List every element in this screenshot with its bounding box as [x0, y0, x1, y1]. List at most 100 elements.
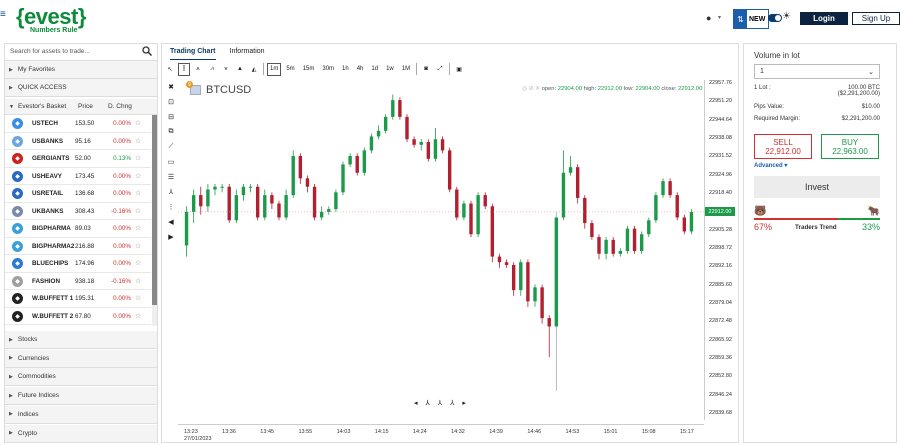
candle[interactable]	[504, 259, 509, 268]
asset-search-input[interactable]: Search for assets to trade...	[5, 44, 157, 61]
candle[interactable]	[547, 315, 551, 358]
star-icon[interactable]: ☆	[135, 207, 142, 215]
candle[interactable]	[639, 231, 644, 254]
timeframe-button[interactable]: 1w	[386, 66, 394, 72]
candle[interactable]	[255, 183, 260, 221]
buy-button[interactable]: BUY 22,963.00	[821, 134, 879, 159]
line-icon[interactable]: ⩛	[224, 65, 228, 72]
candle[interactable]	[647, 217, 651, 238]
search-icon[interactable]	[142, 46, 152, 56]
candle[interactable]	[561, 150, 566, 221]
time-axis[interactable]: 13:23 13:36 13:45 13:55 14:03 14:15 14:24 14:32…	[178, 424, 704, 442]
signup-button[interactable]: Sign Up	[852, 12, 900, 25]
basket-header[interactable]: ▼ Evestor's Basket Price D. Chng	[5, 99, 157, 115]
close-icon[interactable]: ✖	[168, 84, 174, 91]
fullscreen-icon[interactable]: ⤢	[437, 65, 443, 72]
section-currencies[interactable]: ▶ Currencies	[5, 349, 157, 368]
candle[interactable]	[483, 192, 487, 210]
star-icon[interactable]: ☆	[135, 172, 142, 180]
candle[interactable]	[604, 237, 608, 260]
candle[interactable]	[376, 125, 381, 140]
basket-row[interactable]: ◆ FASHION 938.18 -0.16% ☆	[5, 273, 151, 290]
arrow-right-icon[interactable]: ▶	[168, 234, 174, 241]
star-icon[interactable]: ☆	[135, 312, 142, 320]
star-icon[interactable]: ☆	[135, 155, 142, 162]
candle[interactable]	[391, 94, 395, 120]
star-icon[interactable]: ☆	[135, 225, 142, 232]
candle[interactable]	[462, 200, 466, 221]
arrow-left-icon[interactable]: ◀	[168, 219, 174, 226]
candle[interactable]	[412, 136, 416, 148]
candle[interactable]	[419, 139, 423, 151]
zoom-icon[interactable]: ⊡	[168, 99, 174, 106]
area-icon[interactable]: ▲	[237, 66, 243, 72]
basket-row[interactable]: ◆ USTECH 153.50 0.00% ☆	[5, 115, 151, 133]
basket-row[interactable]: ◆ W.BUFFETT 2 67.80 0.00% ☆	[5, 308, 151, 325]
candle[interactable]	[618, 248, 623, 257]
section-commodities[interactable]: ▶ Commodities	[5, 368, 157, 387]
hollow-candles-icon[interactable]: ⩘	[210, 65, 214, 72]
candle[interactable]	[213, 183, 217, 196]
invest-button[interactable]: Invest	[754, 176, 880, 198]
layers-icon[interactable]: ⧉	[168, 128, 174, 135]
candle[interactable]	[625, 225, 630, 254]
star-icon[interactable]: ☆	[135, 190, 142, 197]
candle[interactable]	[583, 195, 587, 229]
reset-icon[interactable]: ⅄	[437, 400, 443, 407]
basket-row[interactable]: ◆ BIGPHARMA2 216.88 0.00% ☆	[5, 238, 151, 255]
timeframe-button[interactable]: 30m	[322, 66, 335, 72]
fib-icon[interactable]: ⅄	[168, 189, 174, 196]
basket-row[interactable]: ◆ BLUECHIPS 174.96 0.00% ☆	[5, 255, 151, 273]
select-icon[interactable]: ⊟	[168, 114, 174, 121]
candle[interactable]	[682, 214, 687, 235]
basket-row[interactable]: ◆ USRETAIL 136.68 0.00% ☆	[5, 185, 151, 203]
candle[interactable]	[327, 206, 331, 215]
candle[interactable]	[241, 183, 246, 201]
candle[interactable]	[348, 153, 352, 168]
star-icon[interactable]: ☆	[135, 120, 142, 127]
section-stocks[interactable]: ▶ Stocks	[5, 331, 157, 349]
candle[interactable]	[298, 153, 303, 184]
candle[interactable]	[611, 237, 615, 257]
basket-scrollbar[interactable]	[152, 115, 157, 326]
section-my-favorites[interactable]: ▶ My Favorites	[5, 61, 157, 79]
candle[interactable]	[440, 136, 445, 154]
heikin-icon[interactable]: ◭	[251, 66, 257, 73]
candles-icon[interactable]: ⩚	[196, 65, 200, 72]
language-dropdown-icon[interactable]: ▾	[718, 15, 722, 21]
star-icon[interactable]: ☆	[135, 260, 142, 267]
candle[interactable]	[469, 200, 473, 238]
scroll-right-icon[interactable]: ▸	[462, 400, 466, 407]
timeframe-button[interactable]: 1d	[371, 66, 379, 72]
candle[interactable]	[191, 189, 196, 224]
candle[interactable]	[220, 183, 224, 193]
scroll-left-icon[interactable]: ◂	[414, 400, 418, 407]
price-axis[interactable]: 22957.76 22951.20 22944.64 22938.08 22931.52…	[704, 80, 739, 420]
basket-row[interactable]: ◆ W.BUFFETT 1 195.31 0.00% ☆	[5, 290, 151, 308]
candle[interactable]	[263, 189, 267, 221]
candle[interactable]	[234, 189, 239, 224]
login-button[interactable]: Login	[800, 12, 848, 25]
candle[interactable]	[668, 178, 672, 198]
timeframe-button[interactable]: 4h	[356, 66, 364, 72]
eye-icon[interactable]: ◎ ⊘ ✕	[522, 86, 542, 92]
section-future-indices[interactable]: ▶ Future Indices	[5, 387, 157, 406]
timeframe-button[interactable]: 1h	[342, 66, 349, 72]
candle[interactable]	[277, 200, 281, 221]
candle[interactable]	[369, 133, 374, 154]
pattern-icon[interactable]: ⋮	[167, 204, 175, 211]
candle[interactable]	[284, 189, 288, 221]
star-icon[interactable]: ☆	[135, 277, 142, 285]
rectangle-icon[interactable]: ▭	[167, 159, 175, 166]
candle[interactable]	[476, 192, 480, 238]
menu-icon[interactable]: ≡	[0, 9, 6, 20]
logo[interactable]: {evest}	[16, 4, 86, 29]
candle[interactable]	[526, 259, 530, 307]
candle[interactable]	[497, 253, 502, 268]
candle[interactable]	[199, 186, 203, 215]
candle[interactable]	[433, 128, 438, 162]
volume-select[interactable]: 1 ⌄	[754, 64, 880, 79]
candle[interactable]	[319, 206, 324, 221]
lines-icon[interactable]: ☰	[167, 174, 175, 181]
cursor-icon[interactable]: ↖	[167, 66, 173, 73]
